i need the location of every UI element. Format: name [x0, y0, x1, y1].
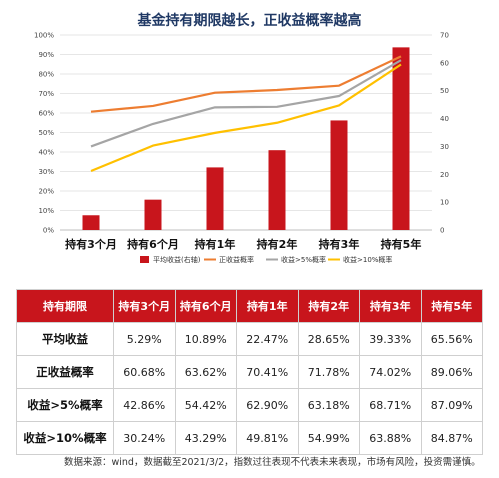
legend-label: 收益>5%概率 — [281, 255, 326, 264]
right-tick-label: 20 — [440, 171, 449, 179]
table-cell: 5.29% — [113, 322, 176, 356]
row-label: 平均收益 — [16, 322, 114, 356]
table-header-cell: 持有5年 — [420, 289, 483, 323]
table-cell: 60.68% — [113, 355, 176, 389]
left-tick-label: 30% — [38, 168, 54, 176]
table-cell: 22.47% — [236, 322, 299, 356]
summary-table: 持有期限 持有3个月 持有6个月 持有1年 持有2年 持有3年 持有5年 平均收… — [16, 289, 483, 455]
table-cell: 87.09% — [420, 388, 483, 422]
category-label: 持有5年 — [381, 237, 422, 251]
table-header-cell: 持有2年 — [297, 289, 360, 323]
table-header-cell: 持有6个月 — [174, 289, 237, 323]
table-header-cell: 持有3年 — [359, 289, 422, 323]
bar — [82, 215, 100, 230]
left-tick-label: 60% — [38, 110, 54, 118]
table-cell: 84.87% — [420, 421, 483, 455]
right-tick-label: 0 — [440, 227, 444, 235]
bar — [392, 47, 410, 230]
bar — [268, 150, 286, 230]
table-cell: 71.78% — [297, 355, 360, 389]
legend-label: 收益>10%概率 — [343, 255, 392, 264]
bar — [330, 120, 348, 230]
category-label: 持有2年 — [257, 237, 298, 251]
legend-label: 正收益概率 — [219, 255, 254, 264]
row-label: 正收益概率 — [16, 355, 114, 389]
table-row: 正收益概率 60.68% 63.62% 70.41% 71.78% 74.02%… — [16, 355, 483, 389]
bar-series — [82, 47, 410, 230]
table-cell: 54.99% — [297, 421, 360, 455]
gridlines — [60, 34, 432, 231]
right-tick-label: 50 — [440, 87, 449, 95]
left-axis: 0% 10% 20% 30% 40% 50% 60% 70% 80% 90% 100% — [34, 32, 54, 235]
table-row: 平均收益 5.29% 10.89% 22.47% 28.65% 39.33% 6… — [16, 322, 483, 356]
left-tick-label: 70% — [38, 90, 54, 98]
table-header-cell: 持有期限 — [16, 289, 114, 323]
table-cell: 43.29% — [174, 421, 237, 455]
left-tick-label: 0% — [43, 227, 54, 235]
table-cell: 65.56% — [420, 322, 483, 356]
legend: 平均收益(右轴) 正收益概率 收益>5%概率 收益>10%概率 — [140, 255, 392, 264]
series-line — [90, 59, 402, 148]
left-tick-label: 40% — [38, 149, 54, 157]
left-tick-label: 20% — [38, 188, 54, 196]
left-tick-label: 80% — [38, 71, 54, 79]
bar — [206, 167, 224, 230]
table-header-row: 持有期限 持有3个月 持有6个月 持有1年 持有2年 持有3年 持有5年 — [16, 289, 483, 323]
combo-chart: 0% 10% 20% 30% 40% 50% 60% 70% 80% 90% 100% 0 10 20 3… — [34, 32, 449, 265]
table-cell: 10.89% — [174, 322, 237, 356]
row-label: 收益>10%概率 — [16, 421, 114, 455]
left-tick-label: 50% — [38, 129, 54, 137]
table-row: 收益>10%概率 30.24% 43.29% 49.81% 54.99% 63.… — [16, 421, 483, 455]
row-label: 收益>5%概率 — [16, 388, 114, 422]
table-header-cell: 持有3个月 — [113, 289, 176, 323]
category-label: 持有3年 — [319, 237, 360, 251]
table-cell: 39.33% — [359, 322, 422, 356]
series-line — [90, 55, 402, 113]
right-tick-label: 70 — [440, 32, 449, 40]
table-cell: 74.02% — [359, 355, 422, 389]
chart-title: 基金持有期限越长，正收益概率越高 — [137, 13, 362, 29]
line-series — [90, 55, 402, 173]
right-tick-label: 60 — [440, 59, 449, 67]
right-axis: 0 10 20 30 40 50 60 70 — [440, 32, 449, 235]
table-cell: 70.41% — [236, 355, 299, 389]
left-tick-label: 100% — [34, 32, 54, 40]
legend-swatch — [140, 256, 149, 263]
bar — [144, 199, 162, 230]
table-cell: 42.86% — [113, 388, 176, 422]
category-label: 持有3个月 — [65, 237, 117, 251]
table-cell: 63.62% — [174, 355, 237, 389]
table-cell: 62.90% — [236, 388, 299, 422]
table-cell: 63.88% — [359, 421, 422, 455]
series-line — [90, 63, 402, 173]
table-cell: 28.65% — [297, 322, 360, 356]
category-axis: 持有3个月 持有6个月 持有1年 持有2年 持有3年 持有5年 — [65, 237, 421, 251]
table-cell: 68.71% — [359, 388, 422, 422]
table-cell: 30.24% — [113, 421, 176, 455]
right-tick-label: 30 — [440, 143, 449, 151]
table-row: 收益>5%概率 42.86% 54.42% 62.90% 63.18% 68.7… — [16, 388, 483, 422]
right-tick-label: 10 — [440, 199, 449, 207]
category-label: 持有6个月 — [127, 237, 179, 251]
category-label: 持有1年 — [195, 237, 236, 251]
table-cell: 89.06% — [420, 355, 483, 389]
right-tick-label: 40 — [440, 115, 449, 123]
data-source-footnote: 数据来源：wind，数据截至2021/3/2，指数过往表现不代表未来表现，市场有… — [64, 457, 481, 468]
left-tick-label: 90% — [38, 51, 54, 59]
table-cell: 63.18% — [297, 388, 360, 422]
left-tick-label: 10% — [38, 207, 54, 215]
legend-label: 平均收益(右轴) — [153, 255, 201, 264]
table-cell: 49.81% — [236, 421, 299, 455]
table-cell: 54.42% — [174, 388, 237, 422]
table-header-cell: 持有1年 — [236, 289, 299, 323]
